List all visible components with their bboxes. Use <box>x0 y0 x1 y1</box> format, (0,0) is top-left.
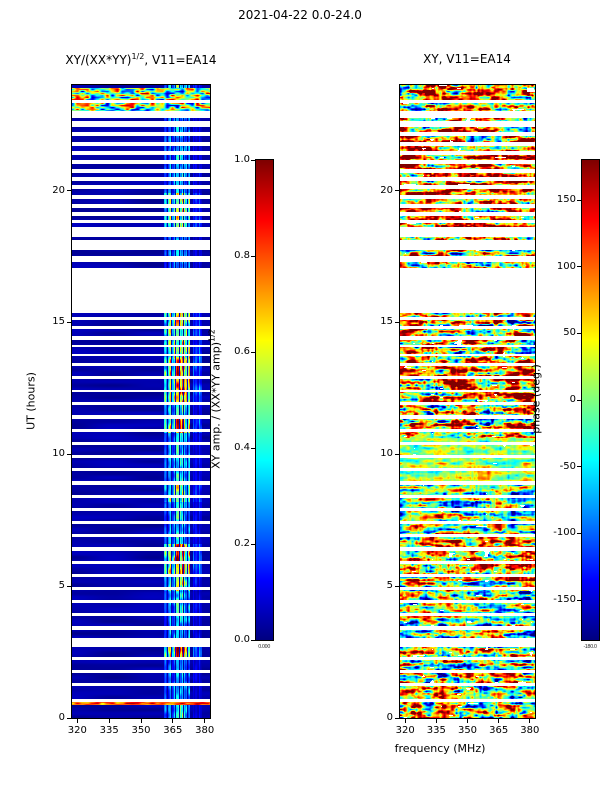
amp-colorbar-frame <box>255 159 274 641</box>
x-tick-label: 335 <box>426 725 446 736</box>
y-tick-label: 15 <box>52 316 65 328</box>
right-panel-title: XY, V11=EA14 <box>423 52 511 66</box>
y-tick-mark <box>67 321 71 323</box>
y-tick-label: 0 <box>58 712 65 723</box>
phase-cbar-tick-label: 50 <box>563 327 576 339</box>
amp-cbar-tick-mark <box>251 543 255 545</box>
y-tick-label: 0 <box>386 712 393 723</box>
amp-cbar-tick-mark <box>251 639 255 641</box>
x-tick-mark <box>108 719 110 723</box>
right-heatmap <box>400 85 535 718</box>
y-tick-mark <box>395 453 399 455</box>
x-tick-mark <box>404 719 406 723</box>
amp-colorbar <box>256 160 273 640</box>
amp-cbar-tick-mark <box>251 255 255 257</box>
amp-cbar-tick-label: 0.0 <box>234 634 250 645</box>
amp-colorbar-min-note: 0.000 <box>258 644 270 650</box>
amp-cbar-tick-label: 0.4 <box>234 442 250 453</box>
figure-title: 2021-04-22 0.0-24.0 <box>238 8 362 22</box>
x-axis-label: frequency (MHz) <box>394 742 486 755</box>
y-tick-mark <box>395 717 399 719</box>
x-tick-mark <box>467 719 468 723</box>
phase-colorbar <box>582 160 599 640</box>
x-tick-mark <box>76 719 78 723</box>
left-panel-title: XY/(XX*YY)1/2, V11=EA14 <box>41 52 241 67</box>
x-tick-label: 320 <box>67 725 87 736</box>
phase-colorbar-frame <box>581 159 600 641</box>
y-tick-mark <box>395 585 399 587</box>
phase-cbar-tick-mark <box>577 266 581 268</box>
amp-cbar-tick-label: 0.2 <box>234 538 250 549</box>
y-tick-mark <box>67 717 71 719</box>
phase-cbar-tick-label: -100 <box>553 527 576 539</box>
amp-cbar-tick-label: 0.6 <box>234 346 250 357</box>
x-tick-mark <box>498 719 500 723</box>
x-tick-label: 350 <box>457 725 478 736</box>
x-tick-label: 350 <box>131 725 151 736</box>
phase-cbar-tick-label: 100 <box>556 260 576 272</box>
amp-cbar-tick-mark <box>251 159 255 161</box>
amp-cbar-tick-mark <box>251 447 255 449</box>
y-tick-mark <box>395 190 399 191</box>
amp-colorbar-label-sup: 1/2 <box>207 329 217 342</box>
y-tick-mark <box>395 321 399 323</box>
y-tick-mark <box>67 190 71 191</box>
phase-colorbar-min-note: -180.0 <box>583 644 597 650</box>
phase-cbar-tick-label: 0 <box>569 394 576 405</box>
x-tick-label: 335 <box>99 725 119 736</box>
phase-cbar-tick-mark <box>577 532 581 534</box>
y-tick-mark <box>67 453 71 455</box>
x-tick-label: 380 <box>520 725 540 736</box>
phase-cbar-tick-mark <box>577 466 581 468</box>
x-tick-mark <box>529 719 531 723</box>
x-tick-label: 365 <box>489 725 509 736</box>
y-axis-label: UT (hours) <box>24 372 38 430</box>
right-heatmap-frame <box>399 84 536 719</box>
y-tick-label: 20 <box>52 184 65 196</box>
y-tick-label: 10 <box>380 448 393 460</box>
y-tick-label: 10 <box>52 448 65 460</box>
phase-cbar-tick-label: 150 <box>556 194 576 205</box>
x-tick-label: 380 <box>195 725 215 736</box>
phase-cbar-tick-mark <box>577 332 581 334</box>
y-tick-label: 5 <box>58 580 65 592</box>
phase-cbar-tick-label: -50 <box>559 460 576 472</box>
left-panel-title-sup: 1/2 <box>131 52 145 61</box>
x-tick-mark <box>140 719 142 723</box>
phase-cbar-tick-mark <box>577 199 581 201</box>
x-tick-label: 320 <box>395 725 415 736</box>
x-tick-label: 365 <box>163 725 183 736</box>
amp-cbar-tick-mark <box>251 351 255 353</box>
amp-cbar-tick-label: 0.8 <box>234 250 250 261</box>
y-tick-label: 5 <box>386 580 393 592</box>
left-panel-title-suffix: , V11=EA14 <box>144 53 217 67</box>
y-tick-label: 15 <box>380 316 393 328</box>
left-panel-title-prefix: XY/(XX*YY) <box>65 53 132 67</box>
x-tick-mark <box>204 719 206 723</box>
left-heatmap-frame <box>71 84 211 719</box>
phase-cbar-tick-label: -150 <box>553 594 576 605</box>
x-tick-mark <box>172 719 174 723</box>
x-tick-mark <box>435 719 437 723</box>
y-tick-label: 20 <box>380 184 393 196</box>
left-heatmap <box>72 85 210 718</box>
phase-cbar-tick-mark <box>577 399 581 401</box>
y-tick-mark <box>67 585 71 587</box>
phase-cbar-tick-mark <box>577 599 581 601</box>
phase-colorbar-label: phase (deg.) <box>529 364 543 434</box>
amp-cbar-tick-label: 1.0 <box>234 154 250 165</box>
